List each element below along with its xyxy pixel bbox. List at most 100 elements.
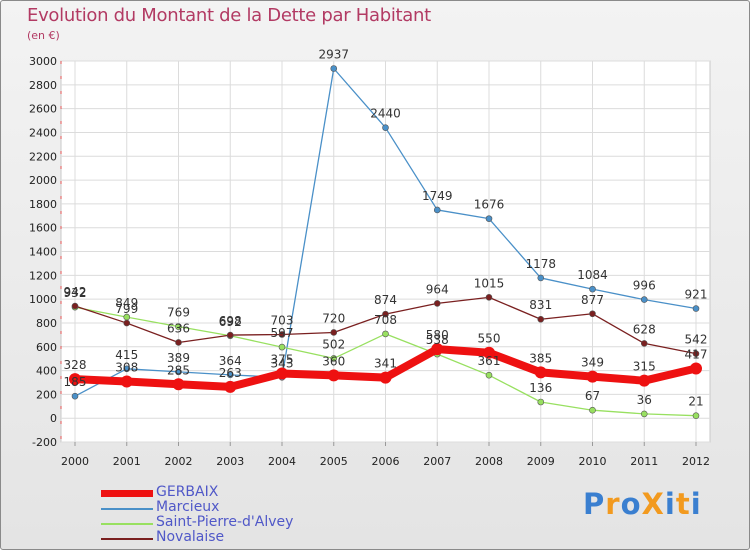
legend-label-marcieux: Marcieux	[156, 499, 220, 515]
legend-item-gerbaix: GERBAIX	[101, 484, 361, 501]
data-label-saint-pierre-d-alvey: 692	[219, 315, 242, 329]
legend-item-saint-pierre-d-alvey: Saint-Pierre-d'Alvey	[101, 514, 361, 531]
data-label-novalaise: 964	[426, 282, 449, 296]
data-label-saint-pierre-d-alvey: 769	[167, 306, 190, 320]
y-tick-label: 800	[36, 317, 57, 330]
data-point-saint-pierre-d-alvey	[278, 343, 286, 351]
data-point-gerbaix	[690, 362, 702, 375]
data-point-gerbaix	[69, 373, 81, 386]
data-label-novalaise: 698	[219, 314, 242, 328]
data-label-marcieux: 2440	[370, 107, 401, 121]
data-label-gerbaix: 285	[167, 363, 190, 377]
x-tick-label: 2001	[113, 455, 141, 468]
data-label-saint-pierre-d-alvey: 932	[64, 286, 87, 300]
logo-letter: P	[583, 487, 606, 521]
data-point-novalaise	[485, 294, 493, 301]
data-point-marcieux	[71, 392, 79, 400]
y-tick-label: 200	[36, 388, 57, 401]
data-point-novalaise	[589, 310, 596, 318]
data-label-gerbaix: 580	[426, 328, 449, 342]
data-label-gerbaix: 360	[322, 354, 345, 368]
logo-letter: i	[690, 487, 702, 521]
x-tick-label: 2012	[682, 455, 710, 468]
data-point-gerbaix	[638, 374, 651, 387]
data-label-novalaise: 831	[529, 298, 552, 312]
data-point-marcieux	[485, 215, 493, 222]
data-label-novalaise: 703	[271, 313, 294, 327]
legend-item-marcieux: Marcieux	[101, 499, 361, 516]
legend-label-saint-pierre-d-alvey: Saint-Pierre-d'Alvey	[156, 514, 294, 530]
data-point-novalaise	[71, 302, 79, 310]
data-label-saint-pierre-d-alvey: 502	[322, 337, 345, 351]
data-point-novalaise	[692, 350, 700, 357]
data-point-novalaise	[537, 315, 545, 323]
data-point-gerbaix	[483, 346, 495, 359]
data-point-marcieux	[175, 368, 182, 376]
x-tick-label: 2010	[579, 455, 607, 468]
data-label-novalaise: 799	[115, 302, 138, 316]
logo-letter: i	[664, 487, 676, 521]
data-label-gerbaix: 341	[374, 357, 397, 371]
data-point-marcieux	[692, 305, 700, 312]
proxiti-logo: ProXiti	[583, 487, 702, 521]
x-tick-label: 2008	[475, 455, 503, 468]
data-label-marcieux: 921	[685, 288, 708, 302]
data-label-gerbaix: 375	[271, 353, 294, 367]
y-tick-label: 1000	[29, 293, 57, 306]
legend-swatch-gerbaix	[101, 490, 153, 497]
y-tick-label: 1200	[29, 269, 57, 282]
chart-title: Evolution du Montant de la Dette par Hab…	[27, 5, 431, 26]
x-tick-label: 2011	[630, 455, 658, 468]
data-label-marcieux: 1676	[474, 198, 505, 212]
x-tick-label: 2004	[268, 455, 296, 468]
y-tick-label: 2200	[29, 150, 57, 163]
data-label-marcieux: 1749	[422, 189, 453, 203]
data-label-saint-pierre-d-alvey: 21	[688, 395, 703, 409]
chart-subtitle: (en €)	[27, 29, 60, 42]
legend-label-novalaise: Novalaise	[156, 529, 225, 545]
data-label-saint-pierre-d-alvey: 36	[637, 393, 652, 407]
data-label-saint-pierre-d-alvey: 67	[585, 389, 600, 403]
data-point-marcieux	[640, 296, 648, 303]
x-tick-label: 2005	[320, 455, 348, 468]
data-label-saint-pierre-d-alvey: 849	[115, 296, 138, 310]
data-label-novalaise: 628	[633, 322, 656, 336]
y-tick-label: 400	[36, 365, 57, 378]
data-label-novalaise: 942	[64, 285, 87, 299]
logo-letter: o	[620, 487, 642, 521]
data-point-saint-pierre-d-alvey	[537, 398, 545, 406]
data-point-novalaise	[433, 300, 441, 307]
data-point-novalaise	[382, 310, 389, 318]
y-tick-label: 1400	[29, 246, 57, 259]
data-label-novalaise: 1015	[474, 276, 505, 290]
data-point-novalaise	[330, 329, 338, 336]
y-tick-label: 600	[36, 341, 57, 354]
y-tick-label: 1800	[29, 198, 57, 211]
data-point-marcieux	[123, 365, 131, 373]
y-tick-label: 1600	[29, 222, 57, 235]
data-label-saint-pierre-d-alvey: 361	[478, 354, 501, 368]
data-point-gerbaix	[431, 343, 444, 356]
data-label-saint-pierre-d-alvey: 597	[271, 326, 294, 340]
data-point-novalaise	[175, 339, 182, 346]
data-label-saint-pierre-d-alvey: 136	[529, 381, 552, 395]
legend-swatch-novalaise	[101, 538, 153, 540]
data-point-marcieux	[433, 206, 441, 214]
data-point-gerbaix	[327, 369, 340, 382]
y-tick-label: -200	[32, 436, 57, 449]
data-point-gerbaix	[586, 370, 599, 383]
data-label-marcieux: 185	[64, 375, 87, 389]
y-tick-label: 2400	[29, 126, 57, 139]
logo-letter: t	[675, 487, 691, 521]
data-point-marcieux	[382, 124, 389, 131]
data-label-novalaise: 877	[581, 293, 604, 307]
y-tick-label: 0	[50, 412, 57, 425]
data-point-saint-pierre-d-alvey	[692, 412, 700, 419]
data-label-gerbaix: 550	[478, 332, 501, 346]
data-point-saint-pierre-d-alvey	[640, 410, 648, 418]
data-label-marcieux: 343	[271, 356, 294, 370]
data-point-saint-pierre-d-alvey	[485, 371, 493, 379]
data-point-gerbaix	[224, 380, 237, 393]
data-point-gerbaix	[276, 367, 288, 380]
